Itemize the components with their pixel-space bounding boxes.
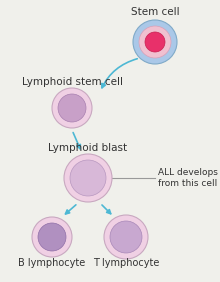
Text: T lymphocyte: T lymphocyte [93,258,159,268]
Circle shape [139,26,171,58]
Circle shape [110,221,142,253]
Circle shape [58,94,86,122]
Circle shape [64,154,112,202]
Text: Lymphoid blast: Lymphoid blast [48,143,128,153]
Circle shape [52,88,92,128]
Text: Lymphoid stem cell: Lymphoid stem cell [22,77,123,87]
Circle shape [104,215,148,259]
Circle shape [38,223,66,251]
Circle shape [145,32,165,52]
Circle shape [32,217,72,257]
Circle shape [70,160,106,196]
Text: B lymphocyte: B lymphocyte [18,258,86,268]
Text: Stem cell: Stem cell [131,7,179,17]
Text: ALL develops
from this cell: ALL develops from this cell [158,168,218,188]
Circle shape [133,20,177,64]
